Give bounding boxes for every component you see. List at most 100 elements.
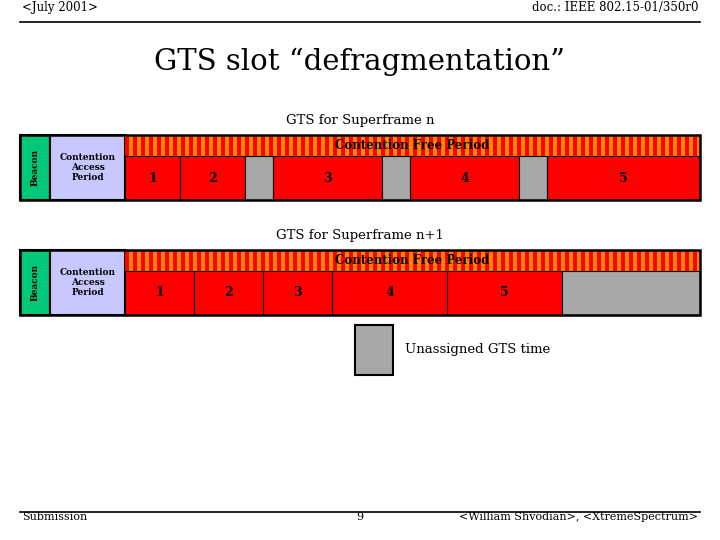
Bar (301, 250, 305, 271)
Bar (50, 135, 125, 200)
Bar (194, 271, 263, 315)
Bar (397, 250, 401, 271)
Bar (269, 135, 273, 156)
Bar (373, 135, 377, 156)
Bar (133, 250, 137, 271)
Bar (677, 135, 681, 156)
Bar (309, 250, 313, 271)
Bar (685, 135, 689, 156)
Text: Unassigned GTS time: Unassigned GTS time (405, 343, 550, 356)
Bar (245, 135, 249, 156)
Bar (493, 135, 497, 156)
Bar (357, 135, 361, 156)
Bar (669, 250, 673, 271)
Text: Contention Free Period: Contention Free Period (336, 254, 490, 267)
Bar (541, 135, 545, 156)
Bar (445, 250, 449, 271)
Bar (263, 271, 332, 315)
Bar (221, 135, 225, 156)
Bar (693, 135, 697, 156)
Bar (637, 250, 641, 271)
Bar (405, 135, 409, 156)
Text: 4: 4 (385, 287, 394, 300)
Bar (189, 250, 193, 271)
Bar (453, 250, 457, 271)
Text: Beacon: Beacon (30, 264, 40, 301)
Bar (485, 250, 489, 271)
Bar (341, 135, 345, 156)
Bar (173, 250, 177, 271)
Bar (261, 250, 265, 271)
Text: doc.: IEEE 802.15-01/350r0: doc.: IEEE 802.15-01/350r0 (531, 1, 698, 14)
Bar (533, 250, 537, 271)
Text: GTS for Superframe n+1: GTS for Superframe n+1 (276, 229, 444, 242)
Bar (557, 250, 561, 271)
Text: 3: 3 (323, 172, 332, 185)
Bar (277, 250, 281, 271)
Bar (149, 250, 153, 271)
Bar (213, 135, 217, 156)
Text: GTS slot “defragmentation”: GTS slot “defragmentation” (155, 48, 565, 76)
Bar (20, 135, 50, 200)
Bar (410, 156, 519, 200)
Bar (125, 271, 194, 315)
Bar (469, 250, 473, 271)
Bar (437, 135, 441, 156)
Bar (213, 250, 217, 271)
Bar (605, 250, 609, 271)
Bar (293, 250, 297, 271)
Bar (133, 135, 137, 156)
Bar (357, 250, 361, 271)
Bar (637, 135, 641, 156)
Text: 9: 9 (356, 512, 364, 522)
Bar (317, 250, 321, 271)
Bar (573, 135, 577, 156)
Text: <William Shvodian>, <XtremeSpectrum>: <William Shvodian>, <XtremeSpectrum> (459, 512, 698, 522)
Bar (189, 135, 193, 156)
Bar (605, 135, 609, 156)
Bar (669, 135, 673, 156)
Text: 1: 1 (155, 287, 164, 300)
Bar (253, 250, 257, 271)
Bar (349, 250, 353, 271)
Text: Submission: Submission (22, 512, 87, 522)
Bar (437, 250, 441, 271)
Bar (493, 250, 497, 271)
Bar (141, 250, 145, 271)
Bar (501, 250, 505, 271)
Bar (157, 250, 161, 271)
Bar (349, 135, 353, 156)
Bar (269, 250, 273, 271)
Bar (333, 135, 337, 156)
Bar (645, 135, 649, 156)
Bar (157, 135, 161, 156)
Bar (533, 135, 537, 156)
Bar (429, 250, 433, 271)
Bar (181, 135, 185, 156)
Bar (413, 135, 417, 156)
Bar (125, 135, 700, 156)
Bar (237, 135, 241, 156)
Bar (125, 250, 700, 271)
Bar (621, 135, 625, 156)
Text: 4: 4 (460, 172, 469, 185)
Bar (661, 135, 665, 156)
Bar (205, 250, 209, 271)
Text: Contention
Access
Period: Contention Access Period (60, 153, 115, 183)
Bar (477, 135, 481, 156)
Bar (613, 250, 617, 271)
Bar (565, 250, 569, 271)
Bar (381, 250, 385, 271)
Text: GTS for Superframe n: GTS for Superframe n (286, 114, 434, 127)
Text: 5: 5 (500, 287, 509, 300)
Bar (581, 135, 585, 156)
Bar (629, 250, 633, 271)
Bar (261, 135, 265, 156)
Bar (541, 250, 545, 271)
Bar (205, 135, 209, 156)
Bar (597, 135, 601, 156)
Bar (332, 271, 447, 315)
Bar (355, 325, 393, 375)
Text: 5: 5 (619, 172, 628, 185)
Bar (597, 250, 601, 271)
